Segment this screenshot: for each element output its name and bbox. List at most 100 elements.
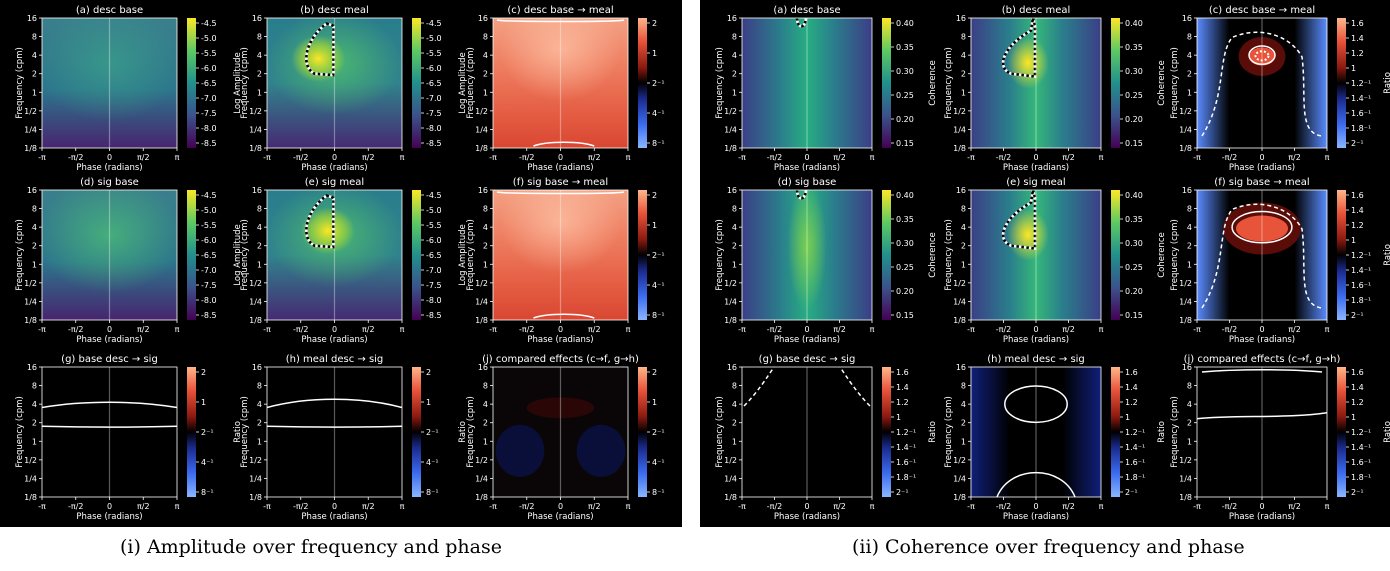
x-axis-label: Phase (radians) [1229, 163, 1295, 173]
x-tick-label: π [175, 153, 180, 162]
x-tick-label: π [1099, 502, 1104, 511]
y-tick-label: 1/8 [475, 316, 488, 325]
colorbar-tick-label: 1.2 [896, 398, 909, 407]
y-tick-label: 16 [252, 186, 262, 195]
y-tick-label: 4 [1187, 400, 1192, 409]
colorbar-label: Ratio [1157, 421, 1167, 443]
colorbar-tick-label: 1.4 [1351, 34, 1364, 43]
y-tick-label: 8 [961, 33, 966, 42]
y-tick-label: 2 [732, 242, 737, 251]
x-tick-label: π/2 [833, 325, 846, 334]
y-axis-label: Frequency (cpm) [1170, 47, 1180, 119]
colorbar-tick-label: 1.4 [1351, 206, 1364, 215]
panel-title: (c) desc base → meal [507, 5, 613, 16]
x-tick-label: -π [263, 153, 271, 162]
colorbar-tick-label: 1.2⁻¹ [1125, 428, 1145, 437]
colorbar-tick-label: 0.20 [1125, 115, 1143, 124]
x-tick-label: π [1099, 153, 1104, 162]
y-tick-label: 1/2 [24, 456, 37, 465]
colorbar-tick-label: -7.0 [201, 266, 217, 275]
x-axis-label: Phase (radians) [301, 163, 367, 173]
colorbar-tick-label: 1.6 [1351, 368, 1364, 377]
y-tick-label: 1/8 [24, 144, 37, 153]
colorbar [638, 190, 647, 320]
panel-title: (a) desc base [773, 5, 840, 16]
x-tick-label: 0 [804, 325, 809, 334]
y-tick-label: 1/4 [1179, 125, 1192, 134]
panel-title: (a) desc base [76, 5, 143, 16]
y-tick-label: 1 [961, 437, 966, 446]
y-tick-label: 16 [478, 186, 488, 195]
y-tick-label: 2 [32, 242, 37, 251]
y-tick-label: 4 [1187, 51, 1192, 60]
x-tick-label: -π/2 [293, 325, 309, 334]
y-tick-label: 8 [1187, 205, 1192, 214]
x-tick-label: -π [263, 502, 271, 511]
y-tick-label: 4 [32, 223, 37, 232]
x-tick-label: -π [38, 153, 46, 162]
colorbar-tick-label: -5.0 [426, 34, 442, 43]
y-tick-label: 1/4 [724, 125, 737, 134]
caption-amplitude: (i) Amplitude over frequency and phase [120, 536, 502, 558]
x-tick-label: π [400, 325, 405, 334]
y-tick-label: 1 [1187, 260, 1192, 269]
x-tick-label: π [626, 325, 631, 334]
y-axis-label: Frequency (cpm) [15, 396, 25, 468]
x-tick-label: -π [967, 153, 975, 162]
x-tick-label: -π/2 [1222, 502, 1238, 511]
x-tick-label: -π/2 [519, 153, 535, 162]
x-axis-label: Phase (radians) [527, 335, 593, 345]
y-tick-label: 1/2 [249, 279, 262, 288]
y-tick-label: 1/8 [953, 316, 966, 325]
y-tick-label: 1 [257, 437, 262, 446]
colorbar-label: Coherence [928, 60, 938, 106]
x-tick-label: π [1099, 325, 1104, 334]
x-tick-label: π/2 [1062, 325, 1075, 334]
panel-title: (b) desc meal [1002, 5, 1071, 16]
y-tick-label: 1/4 [24, 474, 37, 483]
x-tick-label: 0 [107, 502, 112, 511]
colorbar-tick-label: 1.6⁻¹ [896, 458, 916, 467]
x-tick-label: -π [738, 502, 746, 511]
caption-coherence: (ii) Coherence over frequency and phase [852, 536, 1245, 558]
y-axis-label: Frequency (cpm) [466, 219, 476, 291]
heatmap-panel: (b) desc meal 1/8 1/4 1/2 1 2 4 8 16 -π -π/2 0 π/2 π P… [944, 5, 1167, 173]
colorbar-tick-label: 1 [1351, 64, 1356, 73]
x-tick-label: 0 [558, 502, 563, 511]
y-tick-label: 8 [732, 382, 737, 391]
colorbar-tick-label: -5.5 [426, 221, 442, 230]
x-axis-label: Phase (radians) [301, 512, 367, 522]
y-tick-label: 16 [956, 186, 966, 195]
x-tick-label: -π [263, 325, 271, 334]
x-tick-label: 0 [107, 325, 112, 334]
x-tick-label: π [870, 153, 875, 162]
x-tick-label: π/2 [588, 325, 601, 334]
y-tick-label: 2 [1187, 419, 1192, 428]
colorbar-tick-label: 2⁻¹ [1351, 488, 1364, 497]
colorbar-tick-label: 2 [652, 368, 657, 377]
y-tick-label: 1/2 [953, 456, 966, 465]
colorbar-tick-label: 0.30 [896, 67, 914, 76]
colorbar-tick-label: 0.20 [896, 287, 914, 296]
colorbar-label: Coherence [1157, 232, 1167, 278]
y-tick-label: 1 [32, 260, 37, 269]
colorbar [882, 367, 891, 497]
colorbar-tick-label: 2⁻¹ [1351, 139, 1364, 148]
x-tick-label: π/2 [1288, 325, 1301, 334]
colorbar-tick-label: 2⁻¹ [896, 488, 909, 497]
colorbar-tick-label: -4.5 [201, 191, 217, 200]
x-tick-label: -π/2 [519, 502, 535, 511]
colorbar [187, 367, 196, 497]
y-tick-label: 1/2 [1179, 279, 1192, 288]
y-tick-label: 1 [732, 88, 737, 97]
panel-title: (d) sig base [80, 177, 139, 188]
panel-title: (g) base desc → sig [759, 354, 856, 365]
heatmap-panel: (h) meal desc → sig 1/8 1/4 1/2 1 2 4 8 16 -π -π/2… [944, 354, 1167, 522]
x-tick-label: π [1325, 153, 1330, 162]
y-tick-label: 8 [961, 382, 966, 391]
x-tick-label: π/2 [137, 325, 150, 334]
x-tick-label: π/2 [362, 502, 375, 511]
y-tick-label: 1/8 [724, 144, 737, 153]
x-tick-label: -π/2 [996, 325, 1012, 334]
y-tick-label: 1 [32, 88, 37, 97]
